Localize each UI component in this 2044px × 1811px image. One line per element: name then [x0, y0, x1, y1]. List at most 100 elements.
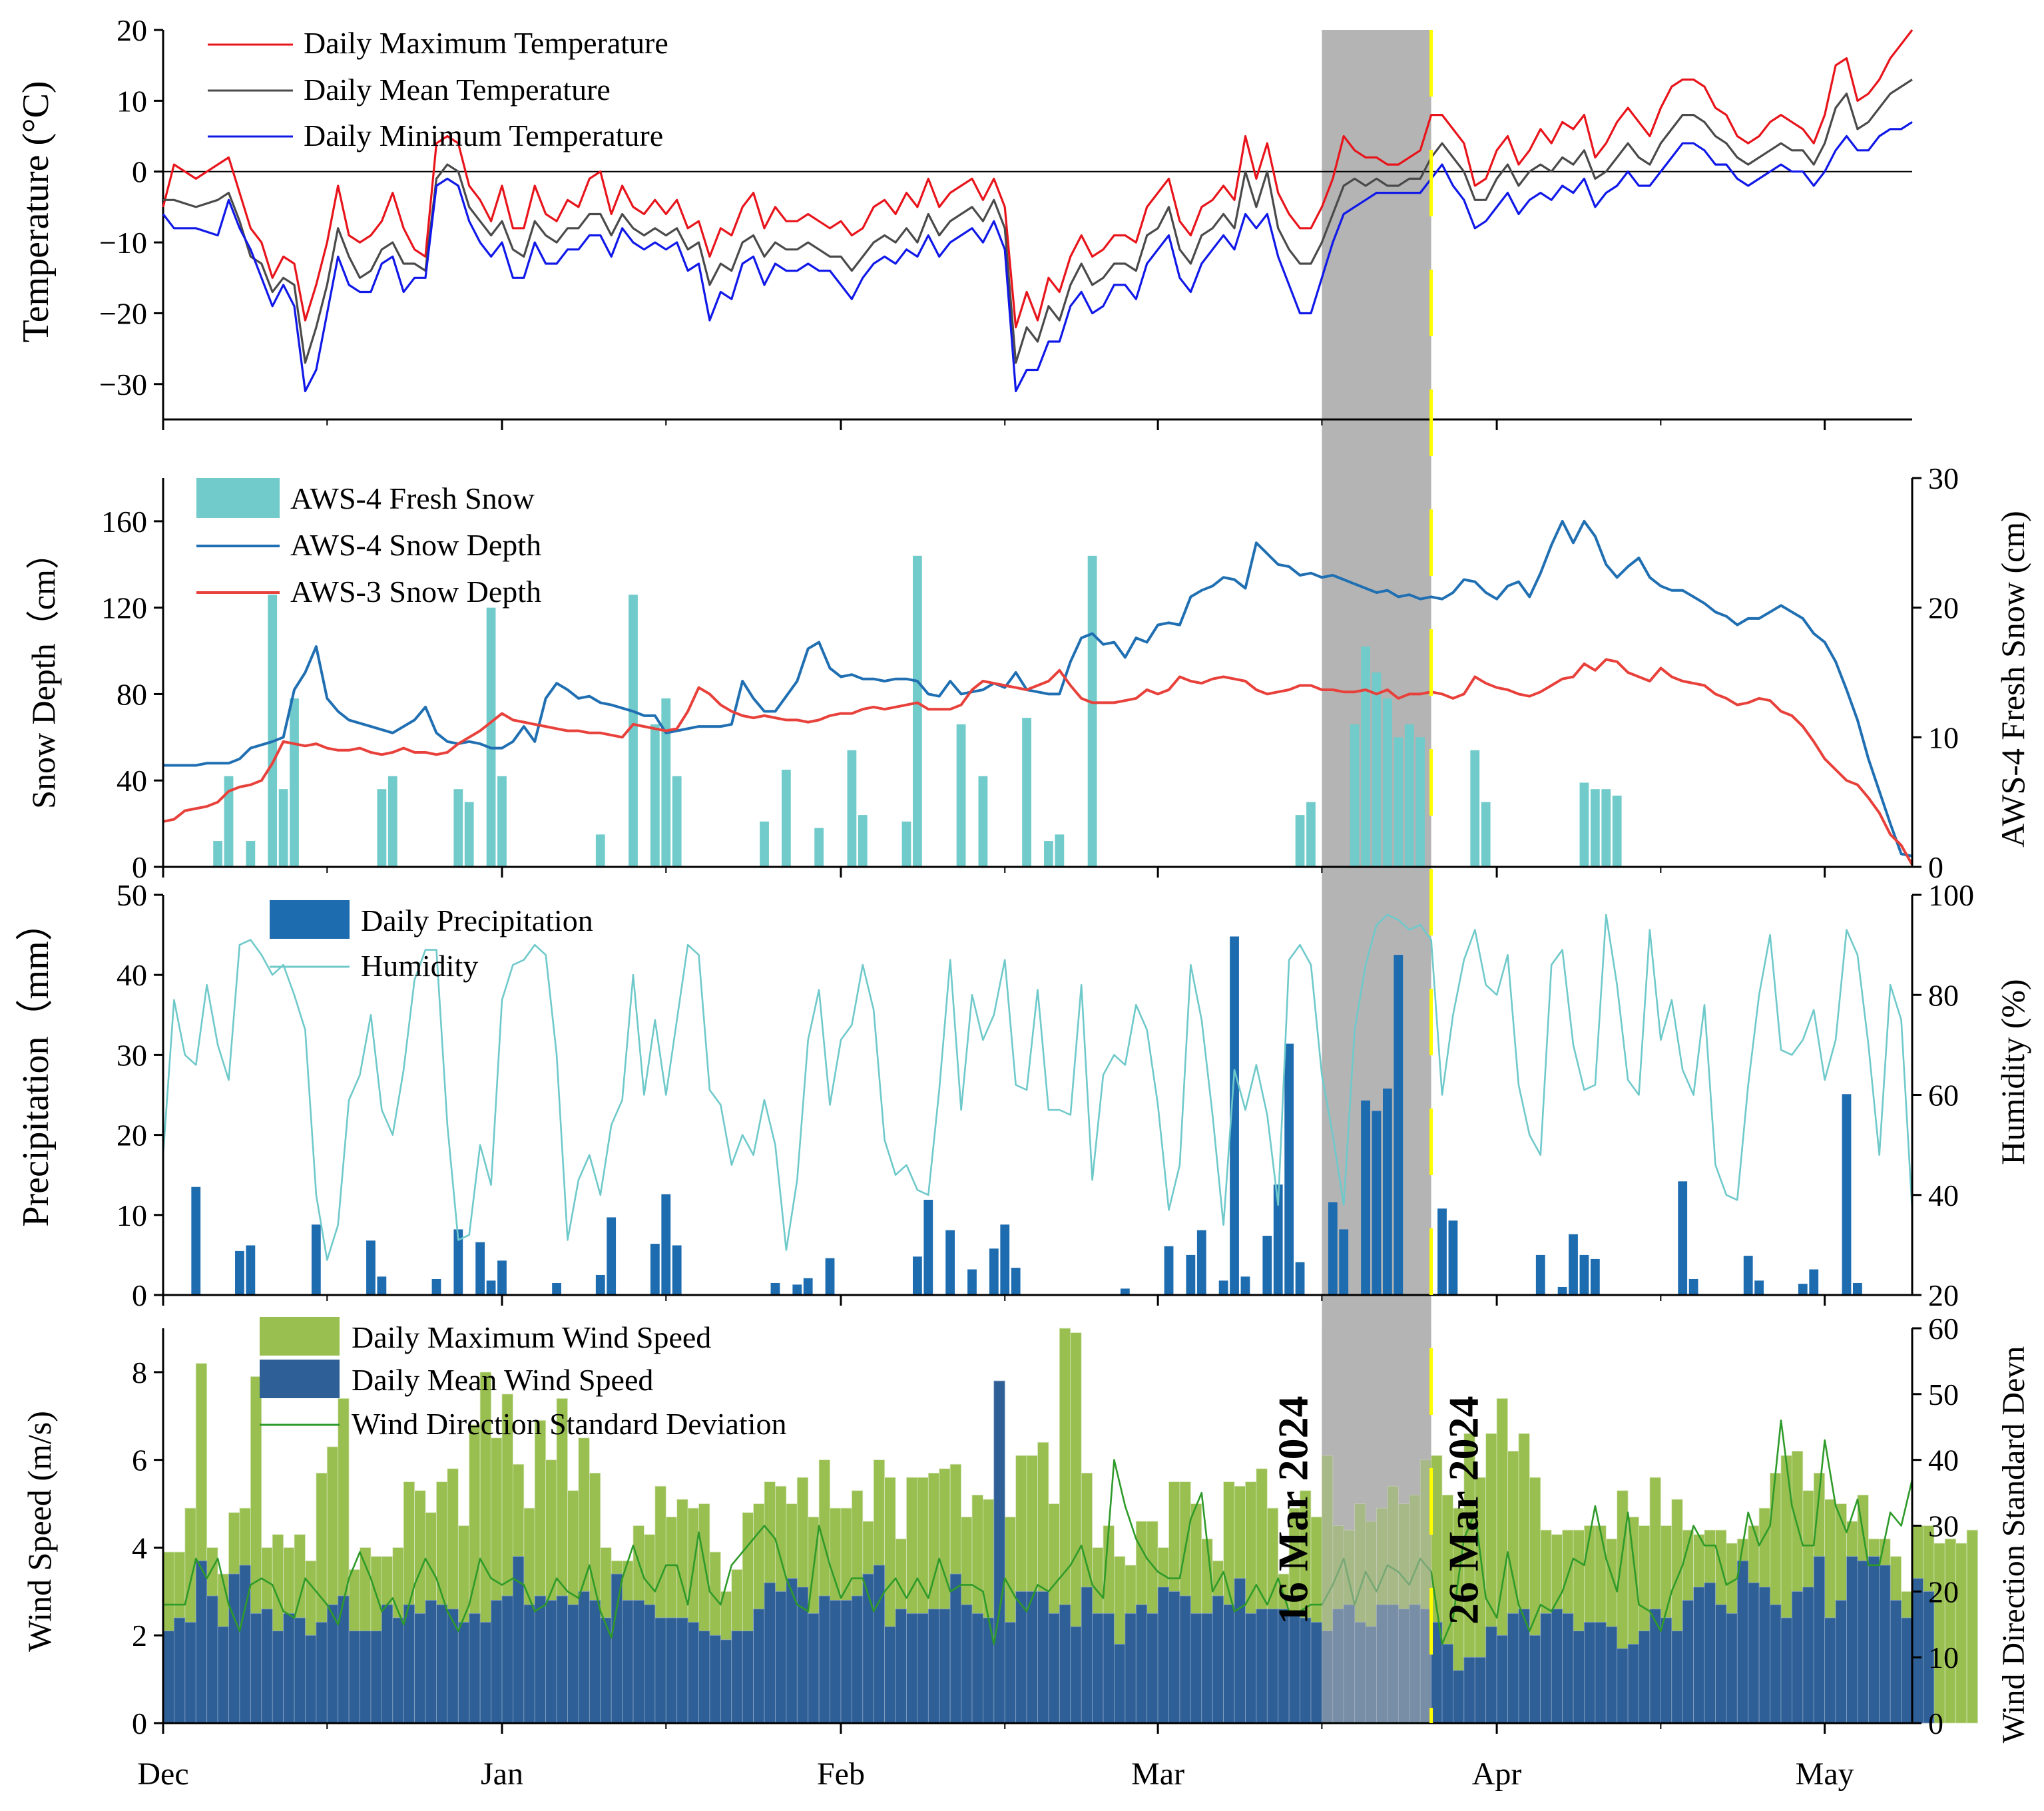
wind-mean-bar	[392, 1617, 404, 1724]
fresh-snow-bar	[278, 789, 288, 867]
wind-mean-bar	[1081, 1587, 1093, 1724]
y-tick-label: 6	[132, 1443, 147, 1477]
wind-mean-bar	[1901, 1617, 1913, 1724]
wind-mean-bar	[906, 1613, 918, 1724]
wind-mean-bar	[654, 1617, 666, 1724]
y2-tick-label: 60	[1928, 1079, 1959, 1113]
precip-bar	[1809, 1269, 1819, 1295]
wind-mean-bar	[611, 1573, 623, 1724]
precip-bar	[1437, 1208, 1447, 1295]
snow-panel: 0 40 80 120 160 0 10 20 30 AWS-4 Fresh Snow AWS-…	[25, 461, 2031, 884]
precip-bar	[1383, 1088, 1392, 1295]
fresh-snow-bar	[1372, 672, 1382, 867]
wind-mean-bar	[1748, 1582, 1760, 1724]
wind-mean-bar	[457, 1622, 470, 1724]
fresh-snow-bar	[1579, 782, 1589, 867]
wind-mean-bar	[1540, 1613, 1552, 1724]
fresh-snow-bar	[595, 834, 605, 867]
wind-mean-bar	[250, 1613, 262, 1724]
fresh-snow-bar	[1055, 834, 1065, 867]
fresh-snow-bar	[912, 555, 922, 867]
y-tick-label: 10	[117, 84, 147, 118]
legend-aws4-depth-label: AWS-4 Snow Depth	[290, 528, 541, 562]
wind-mean-bar	[1037, 1591, 1049, 1724]
precip-bar	[552, 1282, 561, 1295]
y2-tick-label: 40	[1928, 1178, 1959, 1212]
y-tick-label: 8	[132, 1356, 147, 1390]
fresh-snow-bar	[858, 815, 868, 867]
wind-mean-bar	[556, 1595, 568, 1724]
wind-mean-bar	[917, 1613, 929, 1724]
precipitation-panel: 0 10 20 30 40 50 20 40 60 80 100 Daily Precipitati…	[15, 878, 2031, 1312]
wind-mean-bar	[1125, 1613, 1137, 1724]
wind-mean-bar	[818, 1595, 830, 1724]
wind-mean-bar	[753, 1609, 765, 1724]
fresh-snow-bar	[1601, 789, 1611, 867]
wind-mean-bar	[1649, 1609, 1661, 1724]
wind-mean-bar	[1846, 1556, 1858, 1724]
y-tick-label: 50	[117, 878, 147, 912]
precip-bar	[803, 1278, 813, 1295]
wind-mean-bar	[731, 1631, 743, 1724]
wind-mean-bar	[1770, 1604, 1782, 1724]
wind-mean-bar	[1912, 1578, 1923, 1724]
wind-mean-bar	[589, 1600, 601, 1724]
wind-mean-bar	[1813, 1556, 1826, 1724]
wind-mean-bar	[775, 1591, 787, 1724]
legend-fresh-snow-swatch	[196, 478, 280, 518]
fresh-snow-bar	[781, 770, 791, 867]
fresh-snow-bar	[1394, 737, 1404, 867]
wind-mean-bar	[1507, 1613, 1519, 1724]
wind-mean-bar	[195, 1560, 208, 1724]
fresh-snow-bar	[1404, 724, 1414, 867]
wind-mean-bar	[1758, 1587, 1770, 1724]
wind-mean-bar	[1310, 1622, 1322, 1724]
precip-bar	[912, 1256, 922, 1295]
y2-tick-label: 10	[1928, 720, 1959, 754]
wind-mean-bar	[1595, 1622, 1607, 1724]
wind-mean-bar	[1627, 1643, 1639, 1724]
wind-mean-bar	[1682, 1600, 1694, 1724]
precip-bar	[595, 1274, 605, 1295]
wind-mean-bar	[261, 1609, 273, 1724]
wind-mean-bar	[403, 1604, 415, 1724]
wind-mean-bar	[1693, 1587, 1705, 1724]
wind-mean-bar	[1726, 1613, 1738, 1724]
wind-mean-bar	[447, 1609, 459, 1724]
date-label-start: 16 Mar 2024	[1269, 1396, 1316, 1625]
wind-mean-bar	[348, 1631, 360, 1724]
date-marker-layer: 16 Mar 2024 26 Mar 2024	[1269, 30, 1487, 1723]
fresh-snow-bar	[901, 821, 911, 867]
wind-mean-bar	[665, 1617, 678, 1724]
wind-panel: 0 2 4 6 8 0 10 20 30 40 50 60 Daily Maximum Wind Sp…	[21, 1312, 2031, 1743]
precip-bar	[1000, 1224, 1010, 1295]
wind-mean-bar	[1868, 1556, 1880, 1724]
wind-max-bar	[1966, 1529, 1978, 1724]
y-tick-label: 160	[101, 505, 147, 539]
wind-mean-bar	[1223, 1604, 1235, 1724]
precip-bar	[311, 1224, 321, 1295]
precip-bar	[1240, 1276, 1250, 1295]
precip-bar	[1164, 1246, 1174, 1295]
wind-legend: Daily Maximum Wind Speed Daily Mean Wind…	[260, 1317, 786, 1441]
wind-mean-bar	[687, 1622, 699, 1724]
wind-mean-bar	[1551, 1609, 1563, 1724]
wind-mean-bar	[1179, 1595, 1191, 1724]
y2-tick-label: 20	[1928, 1575, 1959, 1609]
precip-bar	[366, 1240, 376, 1295]
wind-mean-bar	[830, 1600, 842, 1724]
fresh-snow-bar	[1306, 802, 1316, 867]
wind-mean-bar	[1048, 1613, 1060, 1724]
wind-mean-bar	[501, 1595, 513, 1724]
fresh-snow-bar	[1415, 737, 1425, 867]
precipitation-y-axis-label: Precipitation（mm）	[15, 904, 57, 1226]
precip-bar	[792, 1284, 802, 1295]
x-axis: Dec Jan Feb Mar Apr May	[137, 1756, 1854, 1792]
precip-bar	[661, 1194, 671, 1295]
wind-mean-bar	[436, 1604, 448, 1724]
wind-mean-bar	[1234, 1578, 1246, 1724]
wind-dir-y2-axis-label: Wind Direction Standard Devn	[1996, 1346, 2031, 1744]
fresh-snow-bar	[1361, 647, 1370, 867]
precip-bar	[1295, 1262, 1305, 1295]
